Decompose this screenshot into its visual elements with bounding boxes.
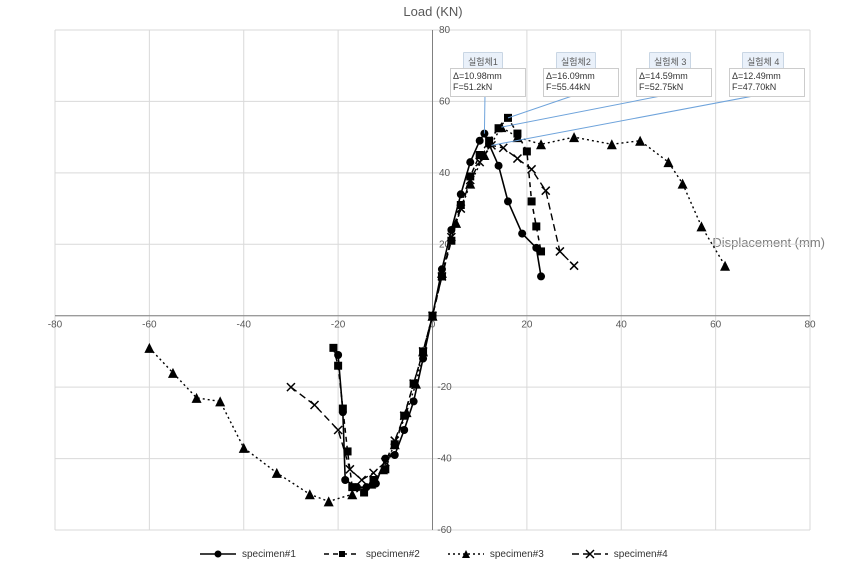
legend-swatch-4 xyxy=(572,548,608,560)
annotation-box-1: Δ=10.98mm F=51.2kN xyxy=(450,68,526,97)
annotation-head-4-text: 실험체 4 xyxy=(747,57,779,67)
annotation-box-2: Δ=16.09mm F=55.44kN xyxy=(543,68,619,97)
annotation-4-force: F=47.70kN xyxy=(732,82,802,93)
svg-text:80: 80 xyxy=(804,320,816,331)
legend-label-2: specimen#2 xyxy=(366,549,420,560)
svg-text:60: 60 xyxy=(439,96,451,107)
annotation-2-delta: Δ=16.09mm xyxy=(546,71,616,82)
chart-legend: specimen#1 specimen#2 specimen#3 specime… xyxy=(200,548,668,560)
annotation-box-3: Δ=14.59mm F=52.75kN xyxy=(636,68,712,97)
svg-text:-40: -40 xyxy=(237,320,252,331)
annotation-head-1-text: 실험체1 xyxy=(468,57,498,67)
annotation-3-force: F=52.75kN xyxy=(639,82,709,93)
annotation-3-delta: Δ=14.59mm xyxy=(639,71,709,82)
svg-text:40: 40 xyxy=(439,168,451,179)
legend-swatch-2 xyxy=(324,548,360,560)
svg-text:80: 80 xyxy=(439,25,451,36)
svg-text:40: 40 xyxy=(616,320,628,331)
annotation-1-force: F=51.2kN xyxy=(453,82,523,93)
legend-item-1: specimen#1 xyxy=(200,548,296,560)
svg-text:60: 60 xyxy=(710,320,722,331)
svg-text:-60: -60 xyxy=(142,320,157,331)
legend-item-2: specimen#2 xyxy=(324,548,420,560)
legend-label-1: specimen#1 xyxy=(242,549,296,560)
annotation-head-3-text: 실험체 3 xyxy=(654,57,686,67)
annotation-head-2-text: 실험체2 xyxy=(561,57,591,67)
legend-item-4: specimen#4 xyxy=(572,548,668,560)
svg-text:-20: -20 xyxy=(437,382,452,393)
svg-text:-80: -80 xyxy=(48,320,63,331)
annotation-box-4: Δ=12.49mm F=47.70kN xyxy=(729,68,805,97)
annotation-4-delta: Δ=12.49mm xyxy=(732,71,802,82)
legend-item-3: specimen#3 xyxy=(448,548,544,560)
svg-text:20: 20 xyxy=(521,320,533,331)
svg-text:-40: -40 xyxy=(437,454,452,465)
legend-swatch-3 xyxy=(448,548,484,560)
svg-text:-20: -20 xyxy=(331,320,346,331)
svg-text:-60: -60 xyxy=(437,525,452,536)
annotation-1-delta: Δ=10.98mm xyxy=(453,71,523,82)
legend-swatch-1 xyxy=(200,548,236,560)
legend-label-3: specimen#3 xyxy=(490,549,544,560)
annotation-2-force: F=55.44kN xyxy=(546,82,616,93)
legend-label-4: specimen#4 xyxy=(614,549,668,560)
